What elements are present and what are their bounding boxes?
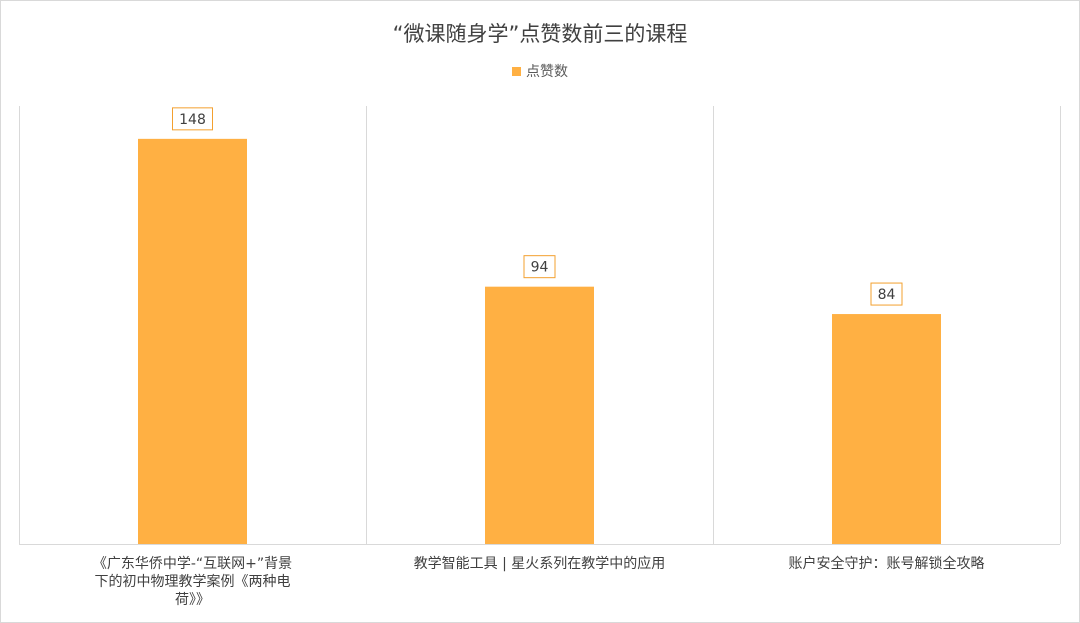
category-label: 账户安全守护：账号解锁全攻略 bbox=[788, 556, 985, 572]
chart-legend: 点赞数 bbox=[0, 61, 1080, 81]
chart-title: “微课随身学”点赞数前三的课程 bbox=[392, 22, 688, 46]
data-label-box bbox=[870, 282, 903, 306]
bar bbox=[832, 314, 941, 544]
data-label: 84 bbox=[878, 287, 896, 303]
category-label: 《广东华侨中学-“互联网+”背景下的初中物理教学案例《两种电荷》》 bbox=[92, 556, 293, 608]
data-label-box bbox=[172, 107, 213, 131]
legend-swatch bbox=[512, 66, 521, 76]
data-label: 94 bbox=[531, 260, 549, 276]
category-label: 教学智能工具 | 星火系列在教学中的应用 bbox=[413, 556, 666, 572]
bar bbox=[138, 138, 247, 544]
bar bbox=[485, 286, 594, 544]
legend-label: 点赞数 bbox=[526, 64, 568, 80]
data-label: 148 bbox=[179, 112, 206, 128]
data-label-box bbox=[523, 255, 556, 279]
